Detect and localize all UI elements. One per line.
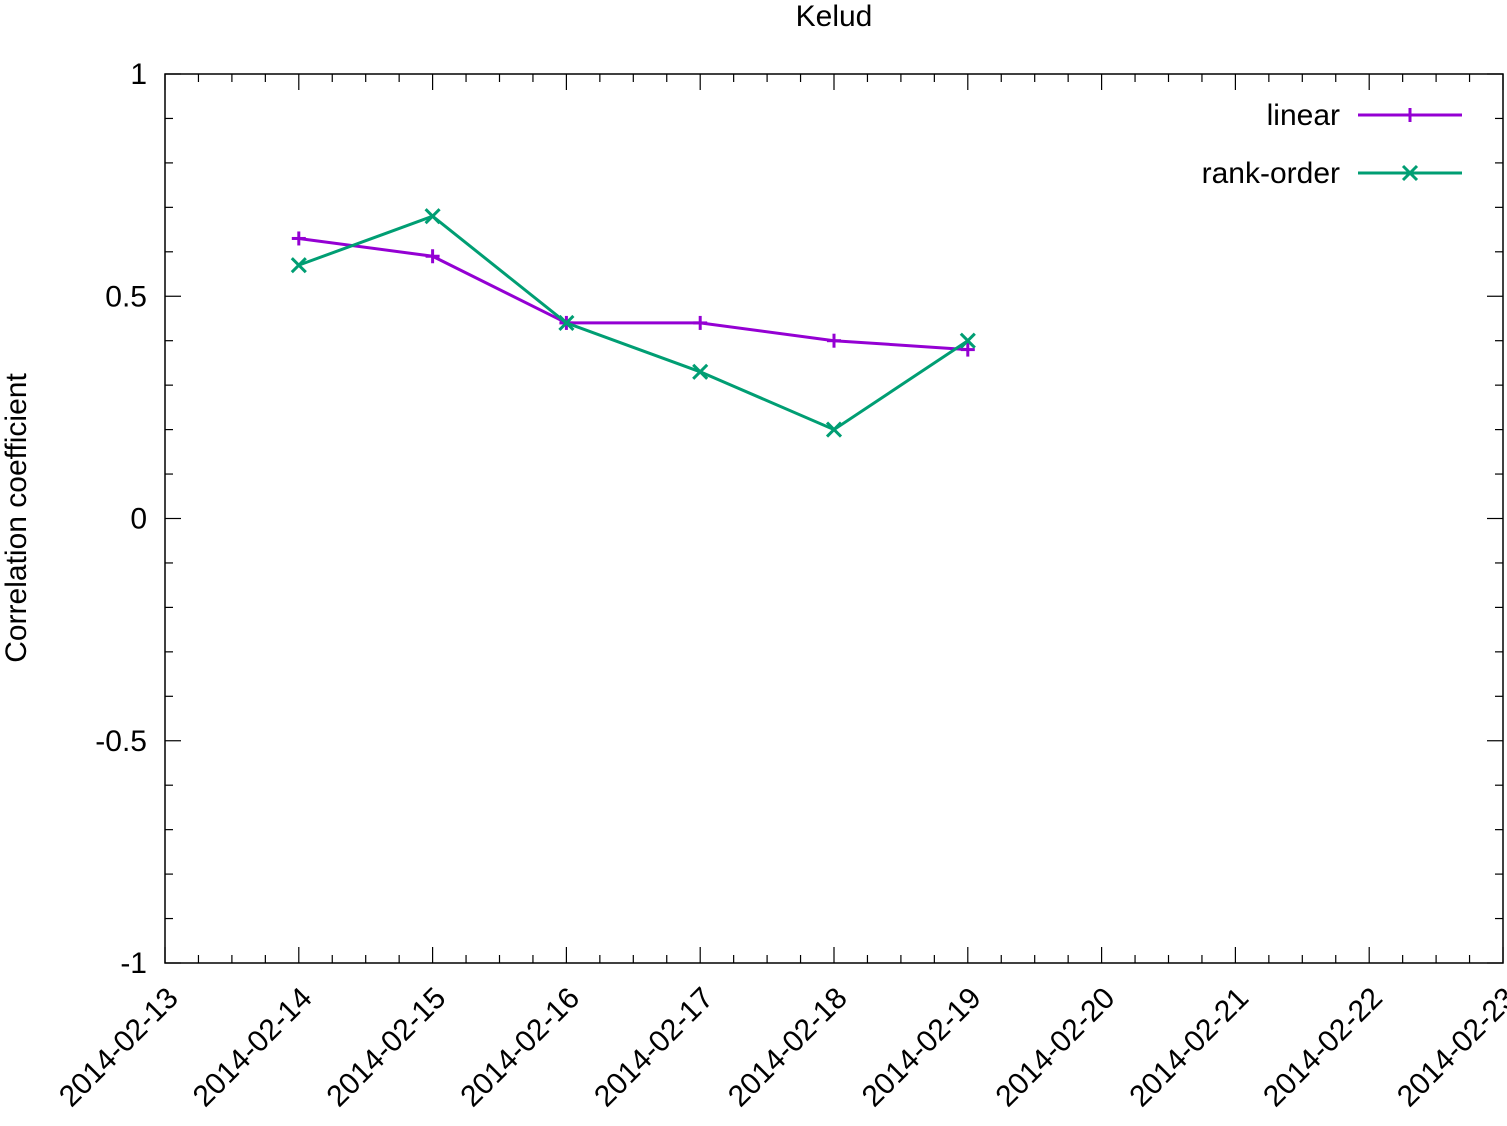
data-point-linear — [693, 315, 708, 330]
marker-stroke — [290, 257, 307, 274]
marker-stroke — [692, 363, 709, 380]
y-tick-label: 0 — [130, 503, 147, 536]
x-tick-label: 2014-02-16 — [454, 981, 586, 1113]
marker-stroke — [959, 332, 976, 349]
plot-frame — [164, 73, 1504, 964]
x-tick-label: 2014-02-23 — [1391, 981, 1507, 1113]
data-point-rank-order — [692, 363, 709, 380]
x-tick-label: 2014-02-19 — [856, 981, 988, 1113]
data-point-rank-order — [290, 257, 307, 274]
legend-label: linear — [1267, 99, 1340, 132]
data-point-rank-order — [959, 332, 976, 349]
series-line-rank-order — [298, 214, 969, 432]
x-tick-label: 2014-02-22 — [1257, 981, 1389, 1113]
x-tick-label: 2014-02-18 — [722, 981, 854, 1113]
data-point-rank-order — [424, 208, 441, 225]
y-tick-label: 1 — [130, 58, 147, 91]
marker-stroke — [558, 314, 575, 331]
x-tick-label: 2014-02-21 — [1123, 981, 1255, 1113]
data-point-linear — [827, 333, 841, 348]
data-point-linear — [291, 231, 306, 246]
x-tick-label: 2014-02-15 — [321, 981, 453, 1113]
chart-title: Kelud — [796, 0, 873, 33]
y-tick-label: -0.5 — [95, 725, 147, 758]
series-layer — [290, 208, 976, 438]
legend-label: rank-order — [1202, 157, 1340, 190]
y-tick-label: 0.5 — [105, 280, 147, 313]
data-point-linear — [960, 342, 975, 357]
y-tick-label: -1 — [120, 947, 147, 980]
legend-marker — [1403, 108, 1417, 122]
data-point-rank-order — [558, 314, 575, 331]
marker-stroke — [1401, 164, 1419, 182]
x-tick-label: 2014-02-14 — [187, 981, 319, 1113]
series-line-linear — [298, 236, 968, 352]
legend: linear rank-order — [1202, 99, 1462, 190]
x-tick-label: 2014-02-17 — [588, 981, 720, 1113]
legend-marker — [1401, 164, 1419, 182]
marker-stroke — [825, 421, 843, 438]
x-tick-label: 2014-02-20 — [990, 981, 1122, 1113]
marker-stroke — [424, 208, 441, 225]
y-axis-label: Correlation coefficient — [0, 373, 33, 663]
data-point-rank-order — [825, 421, 843, 438]
x-tick-label: 2014-02-13 — [53, 981, 185, 1113]
data-point-linear — [425, 249, 440, 264]
